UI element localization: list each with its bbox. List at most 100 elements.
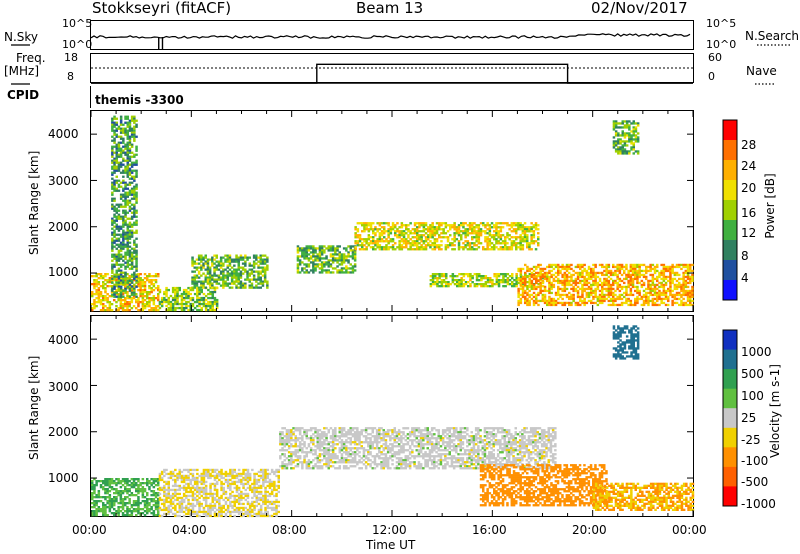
velocity-cell xyxy=(196,494,199,498)
power-cell xyxy=(570,297,573,301)
power-cell xyxy=(351,255,355,258)
power-cell xyxy=(305,251,308,254)
power-cell xyxy=(141,281,145,284)
power-cell xyxy=(444,248,448,251)
velocity-cell xyxy=(207,510,210,514)
power-cell xyxy=(568,271,571,275)
velocity-cell xyxy=(218,502,221,506)
velocity-cell xyxy=(233,482,236,486)
power-cell xyxy=(497,281,501,284)
power-cell xyxy=(627,279,630,283)
power-cell xyxy=(115,271,118,274)
power-cell xyxy=(115,257,118,260)
power-cell xyxy=(124,251,127,254)
power-cell xyxy=(565,301,569,305)
power-cell xyxy=(519,269,523,273)
power-cell xyxy=(182,290,186,294)
power-cell xyxy=(372,242,375,245)
power-cell xyxy=(102,297,105,300)
power-cell xyxy=(675,291,679,295)
power-cell xyxy=(202,262,205,265)
power-cell xyxy=(228,268,232,271)
power-cell xyxy=(607,293,611,297)
power-cell xyxy=(623,291,626,295)
power-cell xyxy=(642,273,646,277)
power-cell xyxy=(616,287,619,291)
velocity-cell xyxy=(196,490,199,494)
power-cell xyxy=(244,256,247,259)
power-cell xyxy=(475,285,479,288)
power-cell xyxy=(237,278,240,281)
power-cell xyxy=(117,135,121,138)
velocity-cell xyxy=(222,486,225,490)
power-cell xyxy=(486,228,489,231)
power-cell xyxy=(497,242,500,245)
velocity-cell xyxy=(213,470,217,474)
velocity-cell xyxy=(141,500,145,503)
velocity-cell xyxy=(213,502,217,506)
power-cell xyxy=(148,279,151,282)
power-cell xyxy=(552,301,556,305)
power-cell xyxy=(128,233,132,236)
power-cell xyxy=(435,230,439,233)
velocity-cell xyxy=(237,492,241,496)
velocity-cell xyxy=(187,506,190,510)
power-cell xyxy=(453,236,456,239)
velocity-cell xyxy=(204,494,208,498)
power-cell xyxy=(119,165,123,168)
power-cell xyxy=(601,283,604,287)
velocity-cell xyxy=(200,488,203,492)
power-cell xyxy=(117,295,121,298)
velocity-cell xyxy=(204,498,208,502)
power-cell xyxy=(464,244,467,247)
power-cell xyxy=(682,289,685,293)
power-cell xyxy=(630,136,633,139)
power-cell xyxy=(488,232,492,235)
velocity-cell xyxy=(235,510,239,514)
power-cell xyxy=(110,303,114,306)
power-cell xyxy=(557,293,560,297)
power-cell xyxy=(171,290,175,294)
velocity-cell xyxy=(169,510,173,514)
power-cell xyxy=(208,272,212,275)
power-cell xyxy=(91,291,94,294)
velocity-cell xyxy=(110,480,114,483)
power-cell xyxy=(133,187,136,190)
velocity-cell xyxy=(207,504,210,508)
velocity-cell xyxy=(167,494,170,498)
power-cell xyxy=(257,286,260,289)
power-cell xyxy=(433,240,437,243)
power-cell xyxy=(356,228,360,231)
power-cell xyxy=(422,248,426,251)
power-cell xyxy=(115,279,118,282)
power-cell xyxy=(380,246,384,249)
power-cell xyxy=(193,276,196,279)
velocity-cell xyxy=(141,512,145,515)
power-cell xyxy=(570,293,573,297)
velocity-cell xyxy=(128,480,131,483)
power-cell xyxy=(464,234,467,237)
velocity-cell xyxy=(204,484,208,488)
power-cell xyxy=(627,303,630,307)
power-cell xyxy=(200,274,203,277)
power-cell xyxy=(682,273,685,277)
power-cell xyxy=(213,262,216,265)
power-cell xyxy=(128,159,132,162)
power-cell xyxy=(645,291,648,295)
power-cell xyxy=(113,199,116,202)
power-cell xyxy=(126,157,129,160)
velocity-cell xyxy=(182,492,186,496)
power-cell xyxy=(133,275,136,278)
power-cell xyxy=(607,275,611,279)
power-cell xyxy=(113,117,116,120)
power-cell xyxy=(689,303,692,307)
velocity-cell xyxy=(132,504,136,507)
power-cell xyxy=(682,277,685,281)
power-cell xyxy=(455,226,459,229)
power-cell xyxy=(581,287,584,291)
power-cell xyxy=(237,256,240,259)
power-cell xyxy=(211,264,214,267)
velocity-cell xyxy=(176,472,179,476)
power-cell xyxy=(266,284,269,287)
velocity-cell xyxy=(157,494,160,497)
